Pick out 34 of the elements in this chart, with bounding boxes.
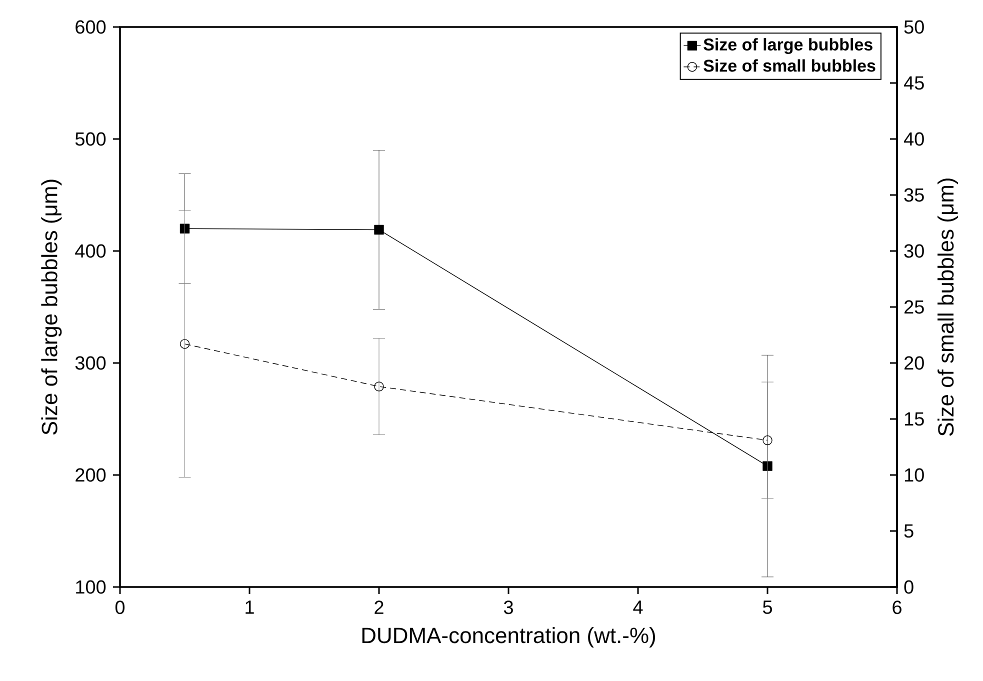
y-tick-label: 300: [75, 356, 106, 370]
y2-tick-label: 30: [904, 244, 924, 258]
y-axis-title: Size of large bubbles (μm): [41, 180, 62, 435]
y2-tick-label: 0: [904, 580, 914, 594]
x-tick-label: 4: [633, 600, 643, 614]
x-tick-label: 2: [374, 600, 384, 614]
y2-tick-label: 10: [904, 468, 924, 482]
y2-tick-label: 15: [904, 412, 924, 426]
y2-tick-label: 40: [904, 132, 924, 146]
y-tick-label: 500: [75, 132, 106, 146]
x-tick-label: 3: [504, 600, 513, 614]
y2-tick-label: 45: [904, 76, 924, 90]
y2-axis-title: Size of small bubbles (μm): [938, 178, 958, 436]
x-tick-label: 6: [892, 600, 902, 614]
y2-tick-label: 25: [904, 300, 924, 314]
x-tick-label: 0: [115, 600, 125, 614]
y-tick-label: 100: [76, 580, 106, 594]
y-tick-label: 600: [76, 20, 106, 34]
x-axis-title: DUDMA-concentration (wt.-%): [362, 627, 656, 648]
y-tick-label: 400: [75, 244, 106, 258]
y2-tick-label: 5: [904, 524, 914, 538]
point: [180, 339, 190, 349]
x-tick-label: 5: [762, 600, 772, 614]
y2-tick-label: 35: [904, 188, 924, 202]
y2-tick-label: 50: [904, 20, 924, 34]
legend-label: Size of small bubbles: [704, 59, 876, 72]
point: [374, 382, 384, 392]
point: [374, 224, 384, 235]
legend-label: Size of large bubbles: [704, 38, 872, 54]
y2-tick-label: 20: [904, 356, 924, 370]
point: [180, 224, 190, 234]
x-tick-label: 1: [246, 600, 254, 614]
y-tick-label: 200: [76, 468, 106, 482]
point: [762, 435, 772, 446]
